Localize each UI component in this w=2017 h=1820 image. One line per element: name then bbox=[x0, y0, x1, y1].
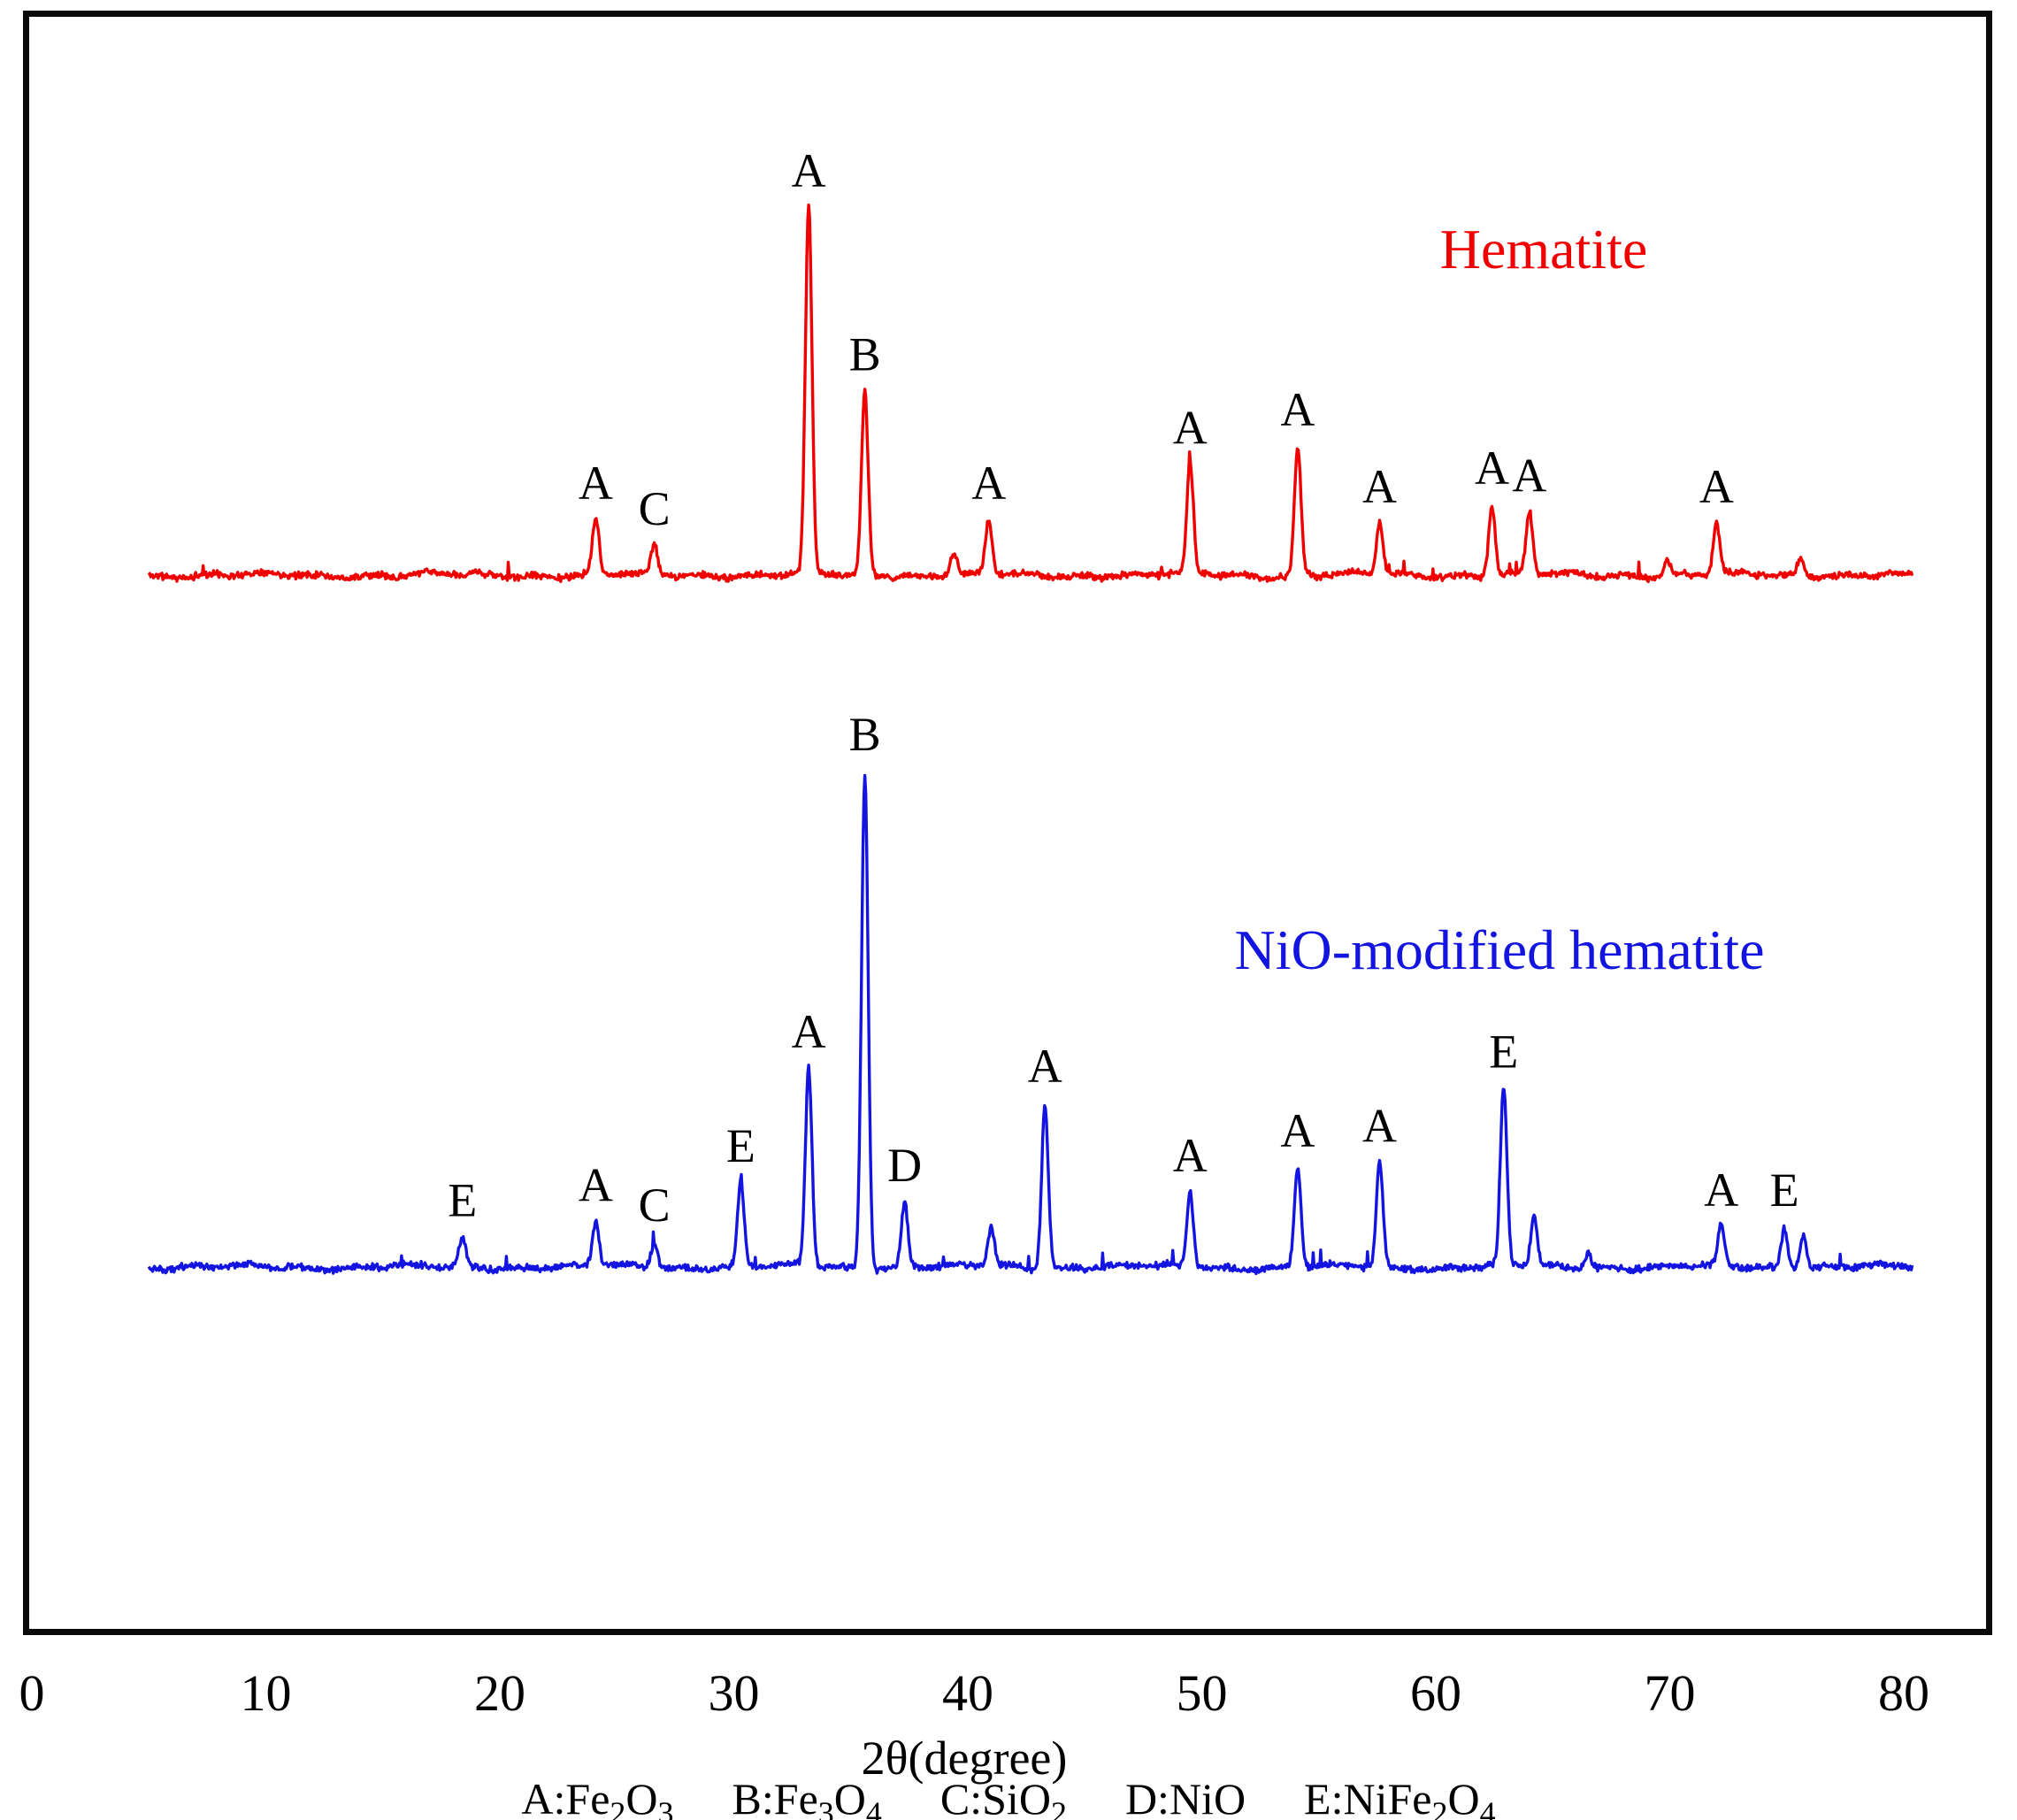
x-tick-10: 10 bbox=[240, 1664, 292, 1722]
legend-item-D: D:NiO bbox=[1124, 1774, 1246, 1820]
x-tick-50: 50 bbox=[1176, 1664, 1228, 1722]
plot-frame bbox=[23, 11, 1992, 1635]
x-tick-70: 70 bbox=[1644, 1664, 1696, 1722]
legend-item-A: A:Fe2O3 bbox=[521, 1774, 674, 1820]
phase-legend: A:Fe2O3 B:Fe3O4 C:SiO2 D:NiO E:NiFe2O4 bbox=[124, 1777, 1893, 1820]
x-tick-40: 40 bbox=[942, 1664, 993, 1722]
legend-item-E: E:NiFe2O4 bbox=[1304, 1774, 1496, 1820]
x-tick-60: 60 bbox=[1410, 1664, 1461, 1722]
x-tick-20: 20 bbox=[474, 1664, 525, 1722]
series-title-nio-modified-hematite: NiO-modified hematite bbox=[1234, 918, 1765, 981]
legend-item-B: B:Fe3O4 bbox=[732, 1774, 882, 1820]
x-tick-80: 80 bbox=[1878, 1664, 1929, 1722]
x-axis-label: 2θ(degree) bbox=[861, 1732, 1068, 1785]
x-tick-0: 0 bbox=[19, 1664, 45, 1722]
series-title-hematite: Hematite bbox=[1439, 218, 1648, 280]
x-tick-30: 30 bbox=[708, 1664, 760, 1722]
legend-item-C: C:SiO2 bbox=[939, 1774, 1067, 1820]
